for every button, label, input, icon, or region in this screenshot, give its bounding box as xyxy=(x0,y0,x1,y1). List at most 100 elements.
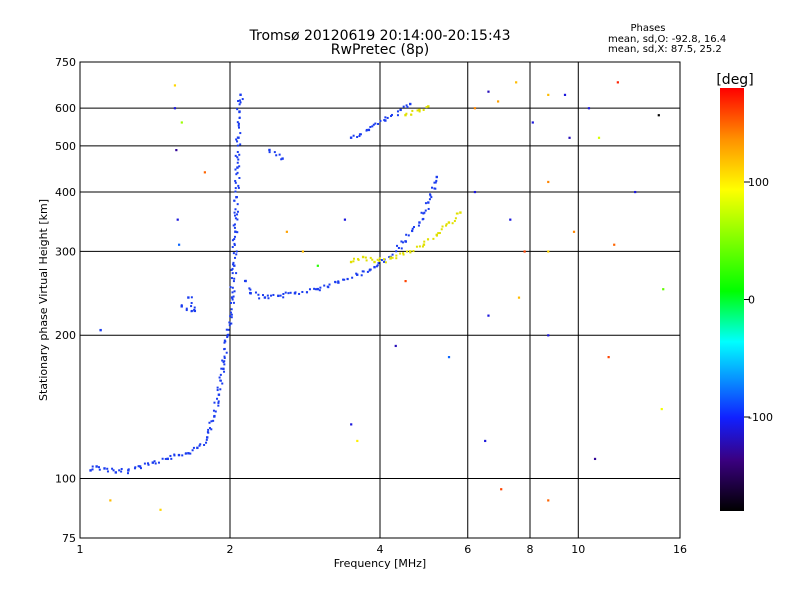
trace-fill-point xyxy=(157,461,160,464)
trace-fill-point xyxy=(326,285,329,288)
scatter-point xyxy=(473,107,477,110)
scatter-point xyxy=(496,100,500,103)
trace-fill-point xyxy=(378,257,381,260)
trace-fill-point xyxy=(420,211,423,214)
trace-fill-point xyxy=(428,198,431,201)
trace-fill-point xyxy=(406,106,409,109)
trace-fill-point xyxy=(301,290,304,293)
chart-subtitle: RwPretec (8p) xyxy=(331,42,429,58)
trace-fill-point xyxy=(217,401,220,404)
trace-fill-point xyxy=(427,238,430,241)
trace-fill-point xyxy=(401,241,404,244)
trace-fill-point xyxy=(233,277,236,280)
trace-fill-point xyxy=(235,173,238,176)
trace-fill-point xyxy=(193,306,196,309)
trace-fill-point xyxy=(248,287,251,290)
trace-fill-point xyxy=(430,186,433,189)
trace-fill-point xyxy=(161,457,164,460)
trace-fill-point xyxy=(216,389,219,392)
trace-fill-point xyxy=(388,256,391,259)
trace-fill-point xyxy=(323,284,326,287)
trace-fill-point xyxy=(254,291,257,294)
trace-point-O xyxy=(151,461,155,464)
trace-fill-point xyxy=(238,116,241,119)
trace-fill-point xyxy=(453,220,456,223)
trace-fill-point xyxy=(233,290,236,293)
trace-fill-point xyxy=(432,237,435,240)
trace-point-X xyxy=(418,108,421,112)
trace-point-O xyxy=(89,469,92,472)
scatter-point xyxy=(613,243,616,246)
trace-point-O xyxy=(138,465,142,468)
x-tick-label: 8 xyxy=(527,543,534,556)
trace-fill-point xyxy=(208,421,211,424)
trace-fill-point xyxy=(399,252,402,255)
trace-fill-point xyxy=(402,253,405,256)
trace-fill-point xyxy=(233,242,236,245)
trace-fill-point xyxy=(234,217,237,220)
chart-title: Tromsø 20120619 20:14:00-20:15:43 xyxy=(249,28,511,44)
trace-fill-point xyxy=(230,316,233,319)
trace-fill-point xyxy=(391,256,394,259)
trace-fill-point xyxy=(365,259,368,262)
trace-fill-point xyxy=(205,438,208,441)
trace-point-X xyxy=(447,221,451,224)
scatter-point xyxy=(473,190,477,194)
trace-fill-point xyxy=(237,124,240,127)
trace-fill-point xyxy=(427,207,430,210)
trace-point-O xyxy=(367,128,371,132)
trace-fill-point xyxy=(217,400,220,403)
trace-fill-point xyxy=(375,265,378,268)
trace-fill-point xyxy=(218,376,221,379)
trace-fill-point xyxy=(206,431,209,434)
trace-fill-point xyxy=(270,294,273,297)
scatter-point xyxy=(500,488,503,491)
scatter-point xyxy=(394,344,397,348)
phase-box-o-line: mean, sd,O: -92.8, 16.4 xyxy=(608,34,726,45)
trace-fill-point xyxy=(451,222,454,225)
scatter-point xyxy=(177,243,181,246)
scatter-point xyxy=(159,508,162,511)
scatter-point xyxy=(547,499,550,502)
trace-fill-point xyxy=(91,465,94,468)
scatter-point xyxy=(509,218,512,221)
trace-point-O xyxy=(234,230,237,233)
trace-fill-point xyxy=(219,373,222,376)
trace-fill-point xyxy=(219,379,222,382)
trace-fill-point xyxy=(396,110,399,113)
trace-fill-point xyxy=(383,258,386,261)
trace-fill-point xyxy=(231,246,234,249)
trace-fill-point xyxy=(233,244,236,247)
trace-fill-point xyxy=(377,123,380,126)
scatter-point xyxy=(180,121,183,124)
trace-point-X xyxy=(349,260,353,264)
scatter-point xyxy=(547,250,550,253)
trace-point-O xyxy=(205,436,209,439)
trace-fill-point xyxy=(214,410,217,413)
trace-fill-point xyxy=(127,468,130,471)
trace-fill-point xyxy=(407,234,410,237)
trace-fill-point xyxy=(210,428,213,431)
trace-fill-point xyxy=(365,129,368,132)
trace-fill-point xyxy=(298,292,301,295)
trace-fill-point xyxy=(97,466,100,469)
trace-fill-point xyxy=(233,235,236,238)
trace-fill-point xyxy=(352,257,355,260)
trace-point-O xyxy=(187,452,190,455)
trace-point-O xyxy=(418,221,421,224)
trace-fill-point xyxy=(456,212,459,215)
trace-fill-point xyxy=(374,122,377,125)
trace-fill-point xyxy=(223,339,226,342)
trace-fill-point xyxy=(445,223,448,226)
trace-fill-point xyxy=(294,291,297,294)
y-tick-label: 600 xyxy=(55,102,76,115)
trace-fill-point xyxy=(267,297,270,300)
scatter-point xyxy=(173,107,177,110)
scatter-point xyxy=(563,93,567,96)
trace-fill-point xyxy=(234,214,237,217)
trace-point-O xyxy=(233,264,236,267)
trace-fill-point xyxy=(230,313,233,316)
trace-fill-point xyxy=(236,156,239,159)
scatter-point xyxy=(404,280,407,283)
trace-fill-point xyxy=(415,245,418,248)
